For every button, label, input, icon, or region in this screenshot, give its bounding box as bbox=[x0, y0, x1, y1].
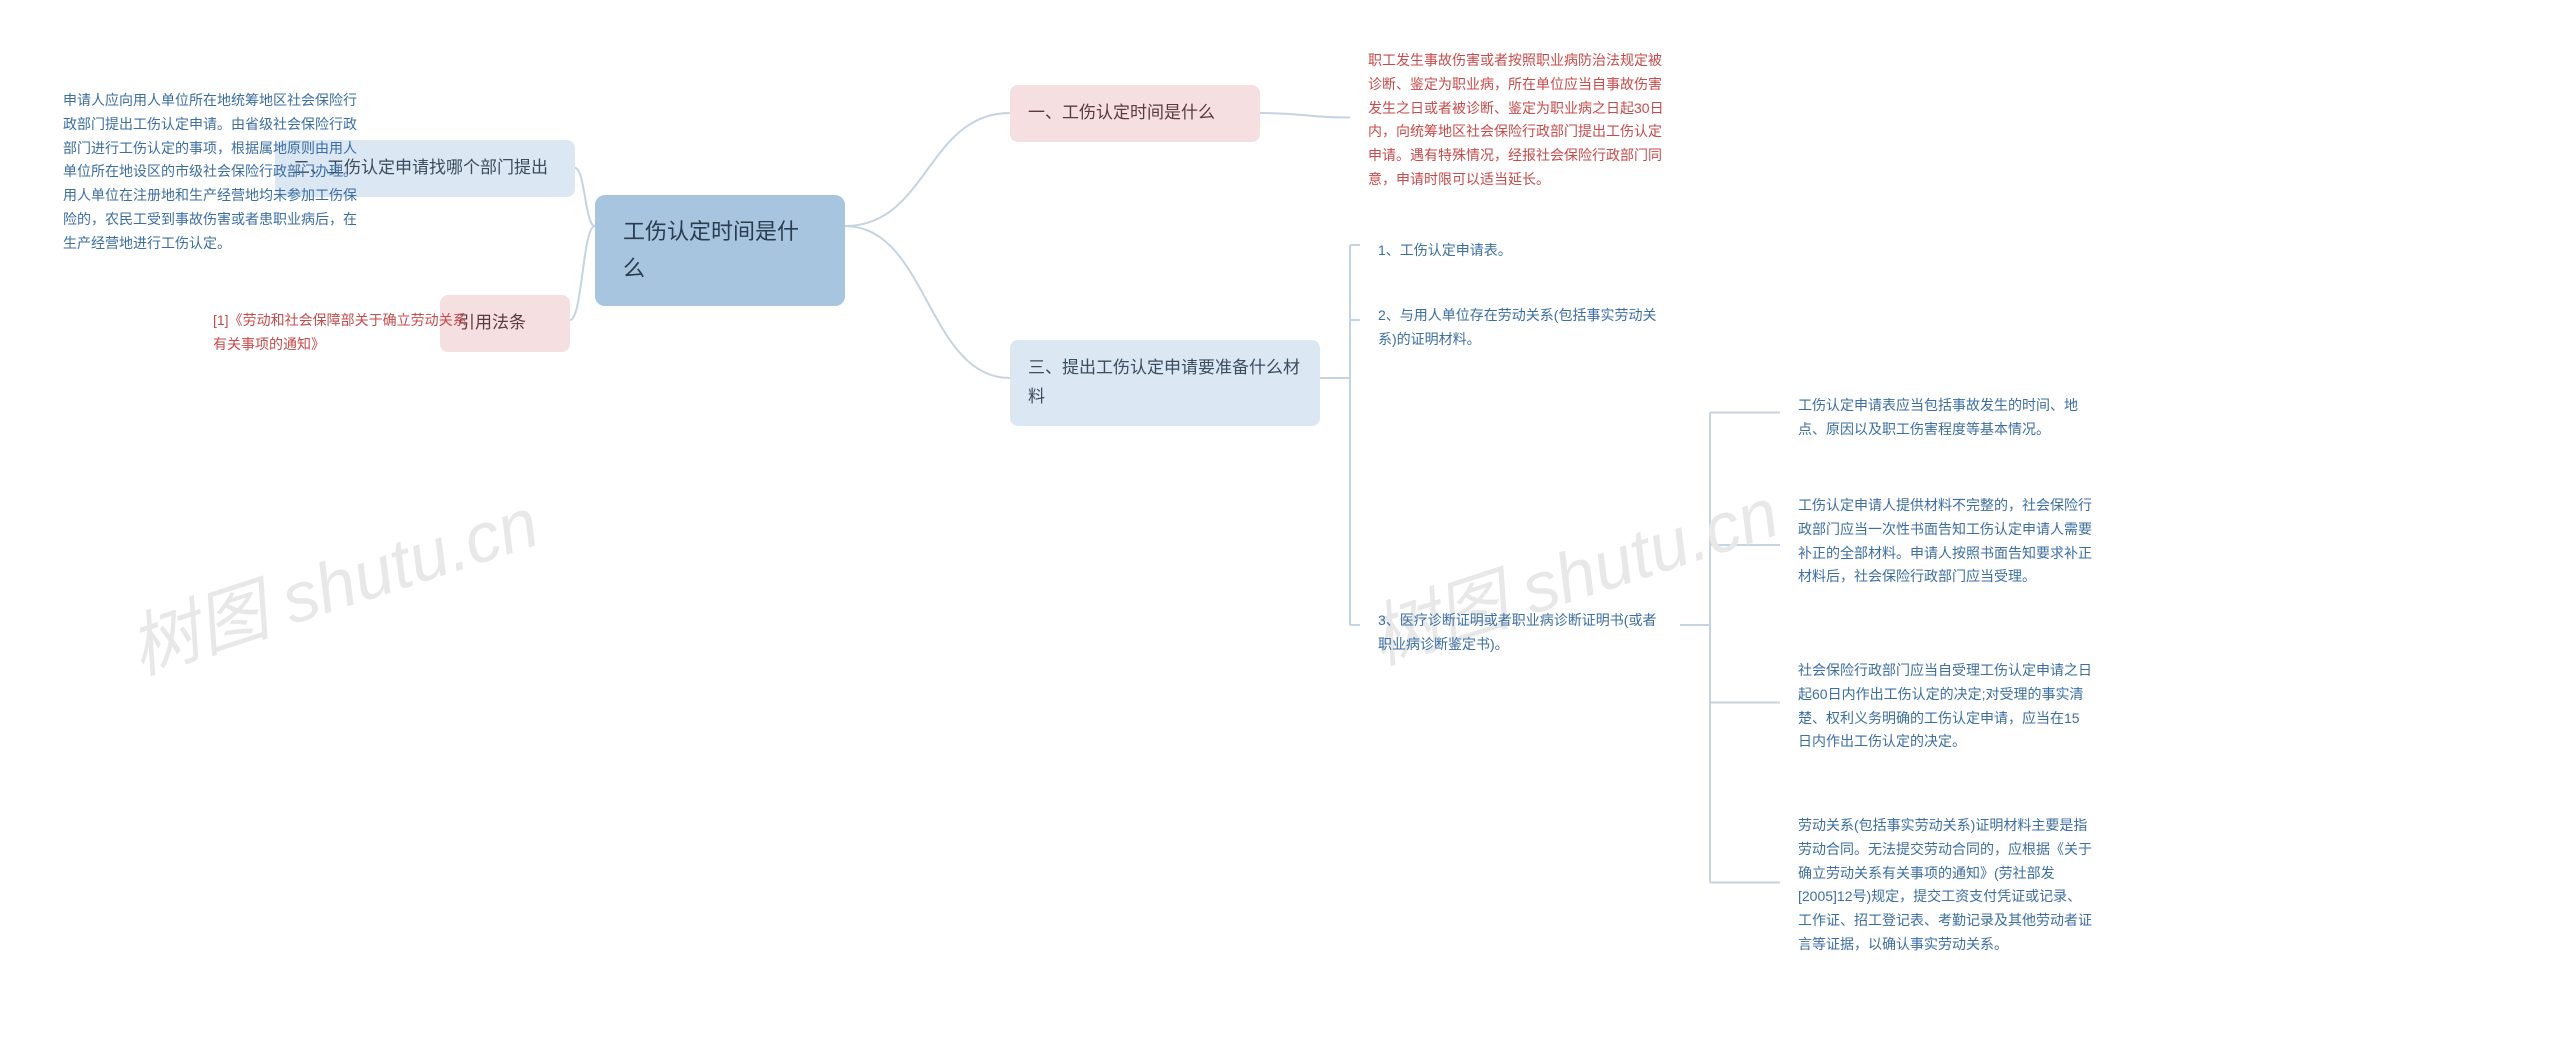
b2l1: 申请人应向用人单位所在地统筹地区社会保险行政部门提出工伤认定申请。由省级社会保险… bbox=[45, 75, 375, 270]
b3l3: 3、医疗诊断证明或者职业病诊断证明书(或者职业病诊断鉴定书)。 bbox=[1360, 595, 1680, 671]
b3l3a: 工伤认定申请表应当包括事故发生的时间、地点、原因以及职工伤害程度等基本情况。 bbox=[1780, 380, 2110, 456]
b1: 一、工伤认定时间是什么 bbox=[1010, 85, 1260, 142]
root-node: 工伤认定时间是什么 bbox=[595, 195, 845, 306]
b1l1: 职工发生事故伤害或者按照职业病防治法规定被诊断、鉴定为职业病，所在单位应当自事故… bbox=[1350, 35, 1690, 206]
b3l1: 1、工伤认定申请表。 bbox=[1360, 225, 1680, 277]
b3l3d: 劳动关系(包括事实劳动关系)证明材料主要是指劳动合同。无法提交劳动合同的，应根据… bbox=[1780, 800, 2110, 971]
b4l1: [1]《劳动和社会保障部关于确立劳动关系有关事项的通知》 bbox=[195, 295, 495, 371]
watermark: 树图 shutu.cn bbox=[115, 467, 550, 694]
b3l3c: 社会保险行政部门应当自受理工伤认定申请之日起60日内作出工伤认定的决定;对受理的… bbox=[1780, 645, 2110, 768]
b3: 三、提出工伤认定申请要准备什么材料 bbox=[1010, 340, 1320, 426]
b3l3b: 工伤认定申请人提供材料不完整的，社会保险行政部门应当一次性书面告知工伤认定申请人… bbox=[1780, 480, 2110, 603]
b3l2: 2、与用人单位存在劳动关系(包括事实劳动关系)的证明材料。 bbox=[1360, 290, 1680, 366]
